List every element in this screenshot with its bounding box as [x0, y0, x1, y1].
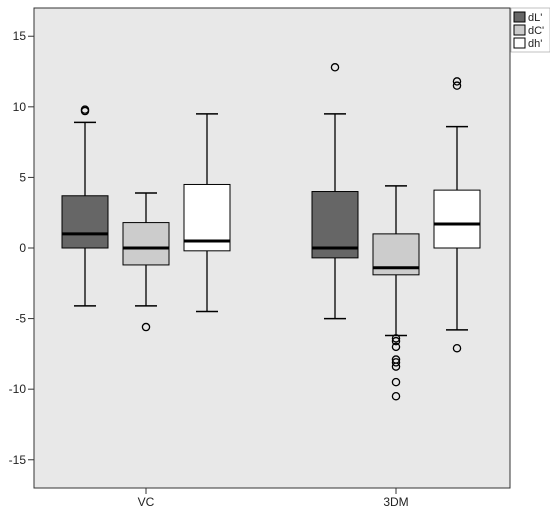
y-tick-label: -15 — [9, 453, 27, 467]
legend-label: dC' — [528, 25, 544, 37]
outlier-point — [452, 77, 462, 86]
legend: dL'dC'dh' — [510, 7, 550, 53]
legend-label: dh' — [528, 38, 542, 50]
legend-swatch — [513, 24, 526, 36]
box-dL-3DM — [311, 63, 359, 320]
box-dL-VC — [61, 105, 109, 307]
x-tick-label: 3DM — [383, 495, 408, 509]
outlier-point — [391, 336, 401, 346]
y-tick-label: -5 — [15, 312, 26, 326]
box-dh-3DM — [433, 77, 481, 353]
outlier-point — [141, 322, 151, 332]
legend-swatch — [513, 11, 526, 23]
outlier-point — [391, 358, 401, 367]
plot-background — [33, 7, 511, 489]
outlier-point — [391, 391, 401, 401]
outlier-point — [80, 106, 90, 116]
x-axis: VC 3DM — [138, 488, 409, 509]
box-group — [61, 63, 481, 401]
outlier-point — [452, 81, 462, 90]
box-dC-3DM — [372, 185, 420, 401]
y-tick-label: 15 — [13, 29, 27, 43]
box-dC-VC — [122, 192, 170, 332]
legend-label: dL' — [528, 12, 542, 24]
outlier-point — [391, 334, 401, 343]
outlier-point — [391, 377, 401, 387]
box-dh-VC — [183, 113, 231, 313]
box-iqr — [433, 189, 481, 249]
y-tick-label: -10 — [9, 382, 27, 396]
y-tick-label: 0 — [19, 241, 26, 255]
box-iqr — [122, 222, 170, 266]
y-tick-label: 5 — [19, 170, 26, 184]
outlier-point — [452, 343, 462, 353]
outlier-point — [391, 362, 401, 371]
legend-swatch — [513, 37, 526, 49]
x-tick-label: VC — [138, 495, 155, 509]
box-iqr — [61, 195, 109, 249]
outlier-point — [330, 63, 340, 72]
y-tick-label: 10 — [13, 100, 27, 114]
outlier-point — [391, 342, 401, 352]
y-axis: -15 -10 -5 0 5 10 15 — [9, 29, 34, 467]
